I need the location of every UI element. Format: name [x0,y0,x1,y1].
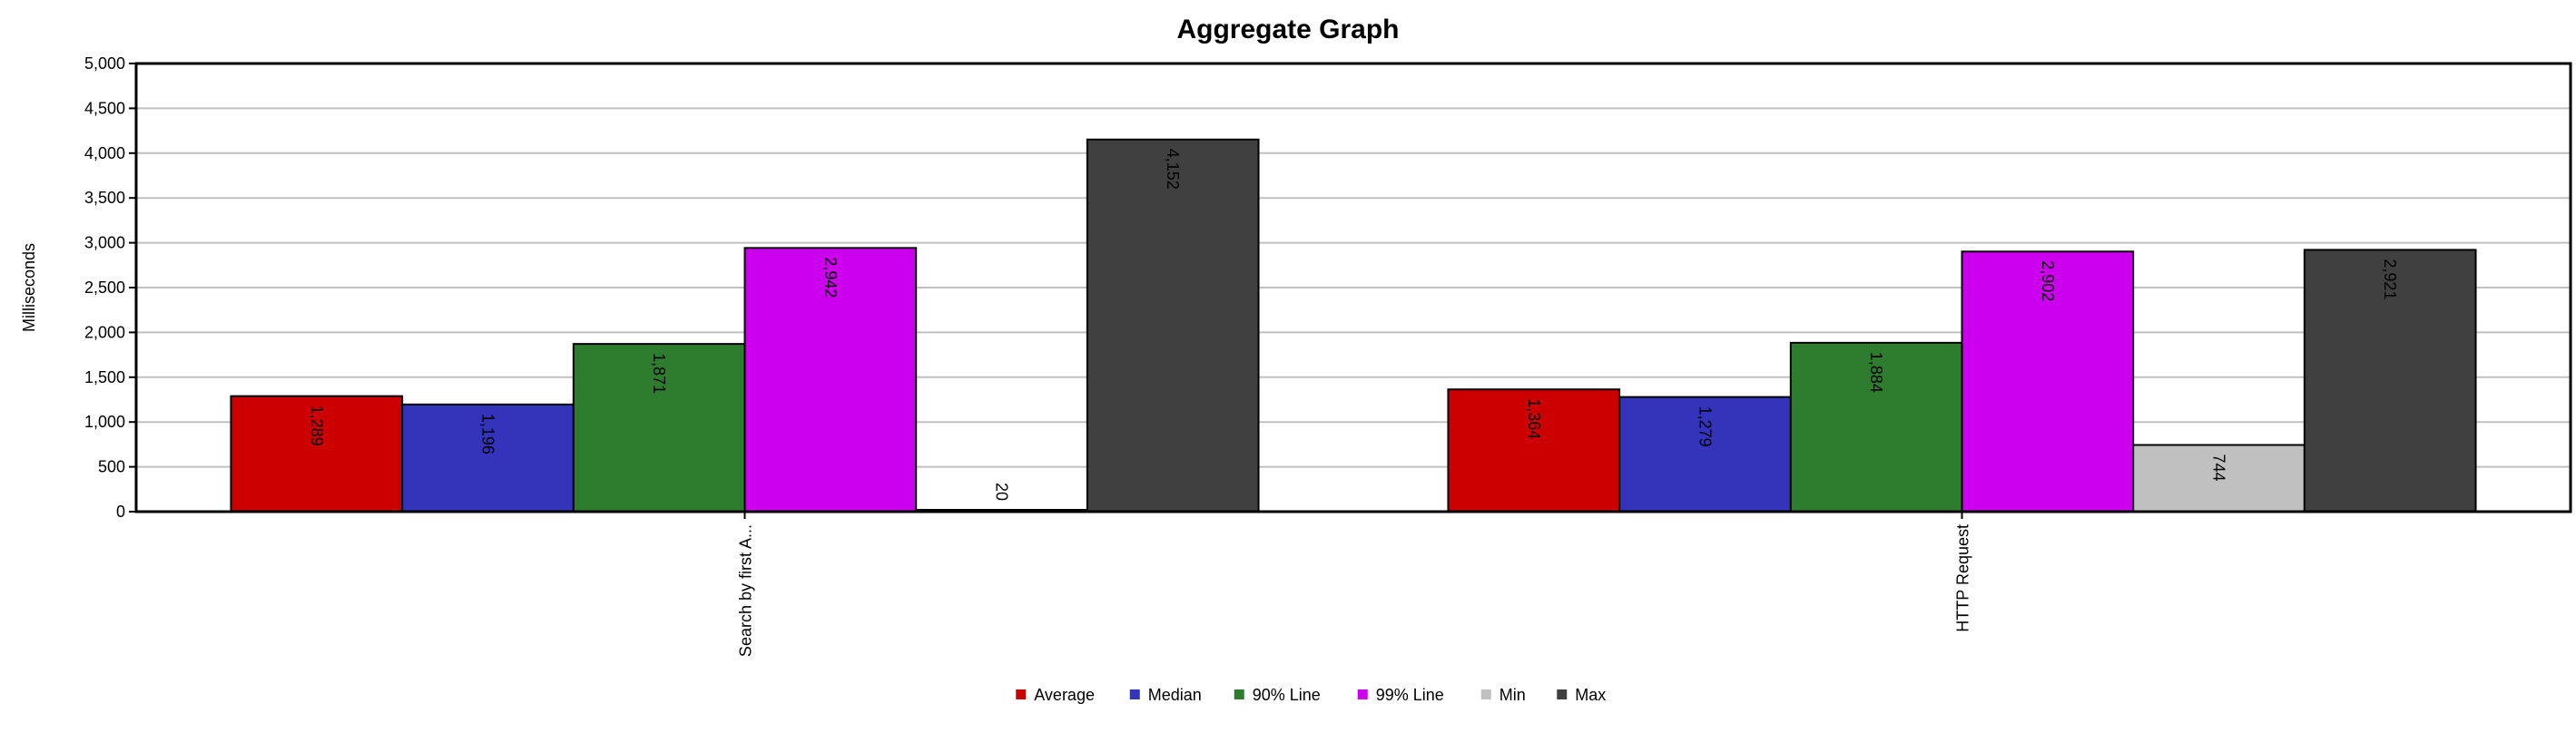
data-label: 1,196 [478,414,497,454]
y-axis-title: Milliseconds [20,243,38,332]
legend-label: Median [1148,686,1202,704]
bar-max-1 [1086,138,1260,513]
data-label: 2,921 [2381,259,2399,299]
legend-item-90-line: 90% Line [1234,686,1321,704]
legend-swatch [1557,689,1568,699]
data-label: 2,942 [821,257,840,298]
x-tick-label: HTTP Request [1954,524,1972,632]
legend-label: Max [1575,686,1606,704]
legend-label: Average [1034,686,1095,704]
y-axis-ticks: 0 500 1,000 1,500 2,000 2,500 3,000 3,500 4,000 4… [84,54,136,521]
legend-label: 90% Line [1253,686,1321,704]
legend-item-99-line: 99% Line [1357,686,1444,704]
chart-title: Aggregate Graph [1176,15,1399,44]
legend-label: 99% Line [1376,686,1444,704]
bar-max-2 [2303,249,2477,513]
data-label: 1,279 [1696,406,1714,447]
legend-swatch [1129,689,1140,699]
data-labels: 1,289 1,196 1,871 2,942 20 4,152 1,364 1,279 1,8… [308,149,2399,501]
data-label: 1,871 [650,353,668,394]
data-label: 744 [2210,454,2228,481]
legend-item-median: Median [1129,686,1202,704]
y-tick-label: 0 [116,503,125,521]
bar-99-line-2 [1961,250,2135,513]
bars [230,138,2477,513]
legend-item-max: Max [1557,686,1606,704]
y-tick-label: 4,500 [84,99,125,117]
y-tick-label: 3,000 [84,234,125,252]
y-tick-label: 5,000 [84,54,125,73]
legend-swatch [1357,689,1368,699]
legend: Average Median 90% Line 99% Line Min Max [1016,686,1606,704]
y-tick-label: 1,000 [84,413,125,431]
legend-swatch [1234,689,1244,699]
y-tick-label: 4,000 [84,144,125,162]
y-tick-label: 1,500 [84,368,125,386]
y-tick-label: 2,500 [84,279,125,297]
data-label: 1,289 [308,406,326,446]
data-label: 2,902 [2039,260,2057,301]
data-label: 4,152 [1164,149,1182,190]
bar-min-2 [2132,444,2306,513]
legend-item-min: Min [1480,686,1526,704]
data-label: 1,364 [1525,398,1543,439]
bar-90-line-2 [1789,341,1963,513]
y-tick-label: 500 [98,458,125,476]
data-label: 1,884 [1867,352,1885,393]
legend-swatch [1480,689,1491,699]
y-tick-label: 2,000 [84,323,125,341]
x-axis-ticks: Search by first A... HTTP Request [737,512,1972,657]
x-tick-label: Search by first A... [737,524,755,657]
legend-label: Min [1499,686,1526,704]
legend-item-average: Average [1016,686,1095,704]
legend-swatch [1016,689,1027,699]
data-label: 20 [993,483,1011,501]
bar-average-2 [1447,388,1621,513]
y-tick-label: 3,500 [84,189,125,207]
